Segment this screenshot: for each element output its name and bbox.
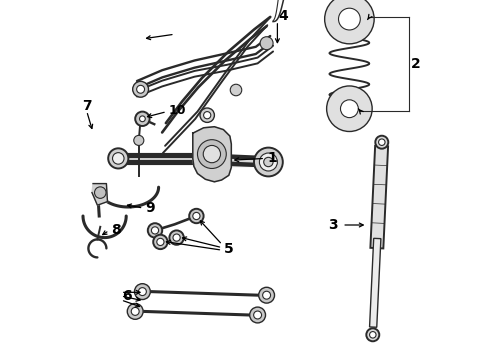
- Circle shape: [108, 148, 128, 168]
- Circle shape: [379, 139, 385, 145]
- Circle shape: [197, 140, 226, 168]
- Circle shape: [133, 81, 148, 97]
- Circle shape: [264, 157, 273, 167]
- Circle shape: [157, 238, 164, 246]
- Circle shape: [137, 85, 145, 93]
- Circle shape: [134, 135, 144, 145]
- Polygon shape: [369, 238, 381, 327]
- Circle shape: [173, 234, 180, 241]
- Text: 4: 4: [278, 9, 288, 23]
- Text: 3: 3: [328, 218, 338, 232]
- Circle shape: [134, 284, 150, 300]
- Circle shape: [259, 287, 274, 303]
- Circle shape: [148, 223, 162, 238]
- Polygon shape: [370, 146, 388, 248]
- Circle shape: [200, 108, 215, 122]
- Circle shape: [170, 230, 184, 245]
- Circle shape: [341, 100, 358, 118]
- Circle shape: [367, 328, 379, 341]
- Circle shape: [113, 153, 124, 164]
- Circle shape: [254, 311, 262, 319]
- Circle shape: [153, 235, 168, 249]
- Circle shape: [151, 227, 159, 234]
- Circle shape: [140, 116, 145, 122]
- Polygon shape: [193, 127, 231, 182]
- Text: 6: 6: [122, 289, 131, 303]
- Circle shape: [250, 307, 266, 323]
- Polygon shape: [92, 184, 107, 205]
- Circle shape: [230, 84, 242, 96]
- Text: 2: 2: [411, 57, 420, 71]
- Circle shape: [127, 303, 143, 319]
- Circle shape: [95, 187, 106, 198]
- Circle shape: [375, 136, 388, 149]
- Circle shape: [339, 8, 360, 30]
- Circle shape: [204, 112, 211, 119]
- Text: 9: 9: [145, 201, 154, 215]
- Text: 8: 8: [111, 223, 121, 237]
- Circle shape: [193, 212, 200, 220]
- Circle shape: [135, 112, 149, 126]
- Circle shape: [139, 288, 147, 296]
- Circle shape: [203, 145, 220, 163]
- Text: 5: 5: [223, 242, 233, 256]
- Circle shape: [263, 291, 270, 299]
- Circle shape: [369, 332, 376, 338]
- Circle shape: [189, 209, 204, 223]
- Circle shape: [254, 148, 283, 176]
- Text: 7: 7: [82, 99, 92, 113]
- Text: 10: 10: [169, 104, 186, 117]
- Circle shape: [259, 153, 277, 171]
- Text: 1: 1: [268, 151, 277, 165]
- Circle shape: [327, 86, 372, 131]
- Circle shape: [325, 0, 374, 44]
- Circle shape: [260, 37, 273, 50]
- Circle shape: [131, 307, 139, 315]
